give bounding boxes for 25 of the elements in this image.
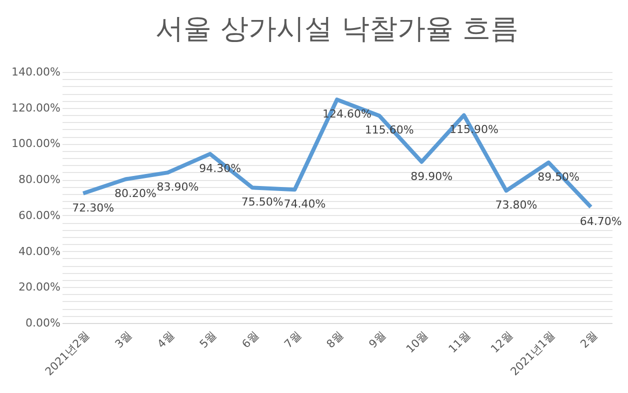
x-tick-label: 8월: [324, 328, 346, 351]
text: 75.50%: [241, 196, 284, 209]
x-tick-label: 6월: [239, 328, 262, 351]
text: 89.90%: [410, 170, 453, 183]
text: 83.90%: [156, 180, 199, 194]
x-tick-label: 3월: [112, 328, 134, 351]
y-tick-label: 100.00%: [12, 137, 60, 150]
chart-title: 서울 상가시설 낙찰가율 흐름: [156, 12, 518, 45]
x-tick-label: 2월: [578, 328, 600, 351]
text: 64.70%: [580, 215, 622, 228]
y-tick-label: 0.00%: [26, 316, 60, 330]
y-tick-label: 20.00%: [18, 280, 60, 294]
y-tick-label: 80.00%: [18, 173, 60, 186]
x-tick-label: 9월: [366, 328, 388, 351]
x-tick-label: 4월: [154, 328, 177, 351]
text: 74.40%: [284, 198, 326, 211]
y-tick-label: 140.00%: [12, 66, 60, 78]
x-tick-label: 7월: [282, 328, 304, 351]
text: 80.20%: [114, 187, 156, 200]
y-tick-label: 60.00%: [18, 208, 60, 222]
y-tick-label: 40.00%: [18, 244, 60, 258]
text: 73.80%: [495, 198, 538, 212]
x-tick-label: 5월: [197, 328, 220, 351]
text: 72.30%: [72, 201, 114, 214]
y-tick-label: 120.00%: [12, 101, 60, 114]
